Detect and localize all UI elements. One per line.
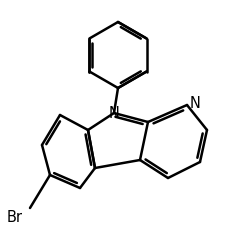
Text: N: N [189,96,200,111]
Text: Br: Br [7,211,23,226]
Text: N: N [108,106,119,121]
